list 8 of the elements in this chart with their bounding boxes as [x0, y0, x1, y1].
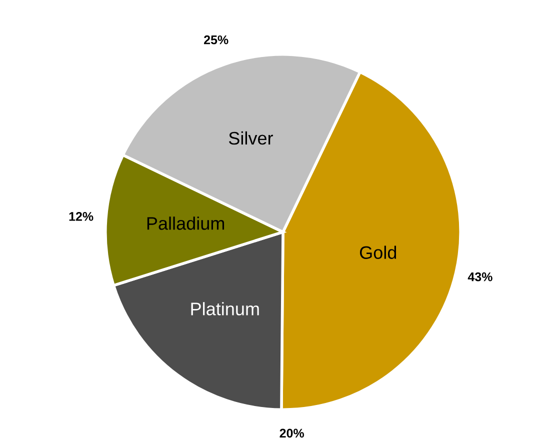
data-label: 43% — [468, 272, 492, 282]
data-label: 25% — [204, 35, 228, 44]
slice-label: Palladium — [147, 216, 224, 230]
slice-label: Platinum — [191, 302, 259, 316]
data-label: 20% — [280, 428, 304, 438]
slice-label: Gold — [360, 246, 396, 259]
slice-label: Silver — [228, 131, 273, 145]
data-label: 12% — [69, 212, 94, 221]
